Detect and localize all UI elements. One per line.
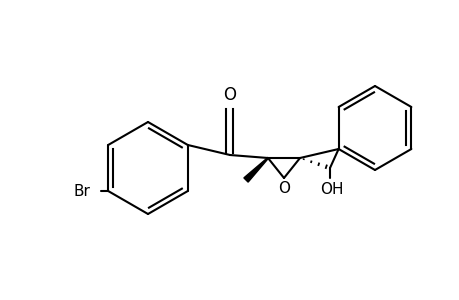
Text: Br: Br (73, 184, 90, 199)
Text: O: O (223, 86, 236, 104)
Polygon shape (243, 158, 268, 182)
Text: O: O (277, 181, 289, 196)
Text: OH: OH (319, 182, 343, 197)
